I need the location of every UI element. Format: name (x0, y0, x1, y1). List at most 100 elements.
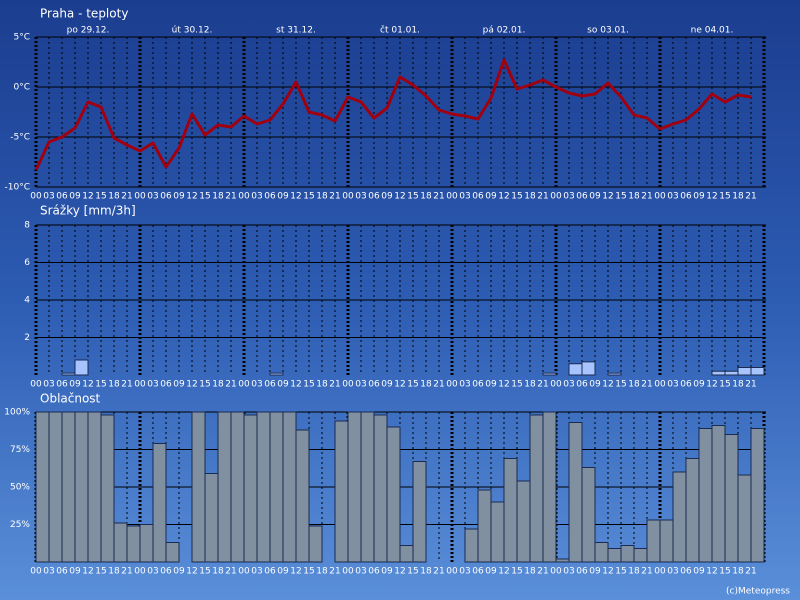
x-tick-label: 09 (589, 380, 601, 390)
x-tick-label: 21 (641, 192, 652, 202)
x-tick-label: 00 (654, 380, 666, 390)
bar (243, 414, 258, 563)
x-tick-label: 00 (550, 192, 562, 202)
bar (737, 367, 752, 376)
x-tick-label: 21 (641, 380, 652, 390)
bar (282, 411, 297, 563)
x-tick-label: 21 (433, 567, 444, 577)
bar (672, 471, 687, 563)
x-tick-label: 06 (56, 567, 68, 577)
y-tick-label: 0°C (13, 83, 30, 93)
x-tick-label: 06 (264, 567, 276, 577)
x-tick-label: 15 (303, 192, 314, 202)
bar (295, 429, 310, 563)
y-tick-label: 2 (24, 333, 30, 343)
x-tick-label: 00 (134, 380, 146, 390)
x-tick-label: 12 (82, 192, 93, 202)
y-tick-label: 100% (4, 408, 30, 418)
bar (607, 548, 622, 563)
bar (724, 434, 739, 563)
x-tick-label: 15 (407, 567, 418, 577)
x-tick-label: 18 (524, 192, 536, 202)
day-label: so 03.01. (587, 26, 629, 36)
bar (516, 480, 531, 563)
x-tick-label: 18 (108, 380, 120, 390)
bar (542, 372, 557, 376)
x-tick-label: 06 (56, 380, 68, 390)
bar (750, 428, 765, 563)
bar (633, 548, 648, 563)
y-tick-label: 25% (10, 520, 30, 530)
x-tick-label: 12 (186, 380, 197, 390)
day-label: pá 02.01. (483, 26, 526, 36)
x-tick-label: 03 (43, 192, 54, 202)
bar (269, 411, 284, 563)
bar (35, 411, 50, 563)
x-tick-label: 21 (225, 380, 236, 390)
x-tick-label: 12 (706, 192, 717, 202)
x-tick-label: 15 (719, 567, 730, 577)
bar (594, 542, 609, 563)
bar (360, 411, 375, 563)
x-tick-label: 03 (563, 380, 574, 390)
bar (529, 414, 544, 563)
x-tick-label: 03 (667, 380, 678, 390)
x-tick-label: 15 (303, 567, 314, 577)
x-tick-label: 06 (680, 192, 692, 202)
x-tick-label: 09 (277, 380, 289, 390)
bar (490, 501, 505, 563)
x-tick-label: 12 (82, 567, 93, 577)
x-tick-label: 09 (381, 192, 393, 202)
bar (542, 411, 557, 563)
bar (477, 489, 492, 563)
bar (698, 428, 713, 563)
day-label: st 31.12. (276, 26, 316, 36)
x-tick-label: 18 (420, 567, 432, 577)
x-tick-label: 21 (537, 192, 548, 202)
x-tick-label: 21 (537, 380, 548, 390)
x-tick-label: 09 (69, 567, 81, 577)
x-tick-label: 09 (277, 192, 289, 202)
x-tick-label: 06 (368, 380, 380, 390)
x-tick-label: 06 (576, 380, 588, 390)
panel-title: Praha - teploty (40, 7, 128, 21)
bar (568, 363, 583, 376)
x-tick-label: 18 (316, 192, 328, 202)
x-tick-label: 18 (212, 192, 224, 202)
x-tick-label: 03 (251, 567, 262, 577)
x-tick-label: 18 (420, 192, 432, 202)
bar (750, 367, 765, 376)
x-tick-label: 21 (433, 380, 444, 390)
x-tick-label: 15 (615, 380, 626, 390)
x-tick-label: 00 (654, 192, 666, 202)
x-tick-label: 15 (407, 380, 418, 390)
bar (152, 443, 167, 563)
x-tick-label: 03 (563, 567, 574, 577)
x-tick-label: 12 (186, 567, 197, 577)
bar (724, 370, 739, 376)
bar (659, 519, 674, 563)
x-tick-label: 06 (264, 380, 276, 390)
x-tick-label: 15 (615, 192, 626, 202)
x-tick-label: 12 (186, 192, 197, 202)
bar (581, 467, 596, 563)
x-tick-label: 03 (459, 192, 470, 202)
day-label: čt 01.01. (380, 25, 420, 36)
bar (386, 426, 401, 563)
x-tick-label: 03 (147, 380, 158, 390)
x-tick-label: 21 (641, 567, 652, 577)
panel-title: Oblačnost (40, 392, 101, 406)
x-tick-label: 00 (446, 380, 458, 390)
bar (373, 414, 388, 563)
x-tick-label: 18 (732, 192, 744, 202)
x-tick-label: 06 (472, 567, 484, 577)
day-label: po 29.12. (67, 26, 110, 36)
x-tick-label: 06 (160, 567, 172, 577)
x-tick-label: 18 (316, 380, 328, 390)
x-tick-label: 18 (732, 567, 744, 577)
x-tick-label: 00 (238, 192, 250, 202)
x-tick-label: 06 (472, 192, 484, 202)
x-tick-label: 21 (537, 567, 548, 577)
x-tick-label: 09 (693, 192, 705, 202)
x-tick-label: 15 (511, 192, 522, 202)
